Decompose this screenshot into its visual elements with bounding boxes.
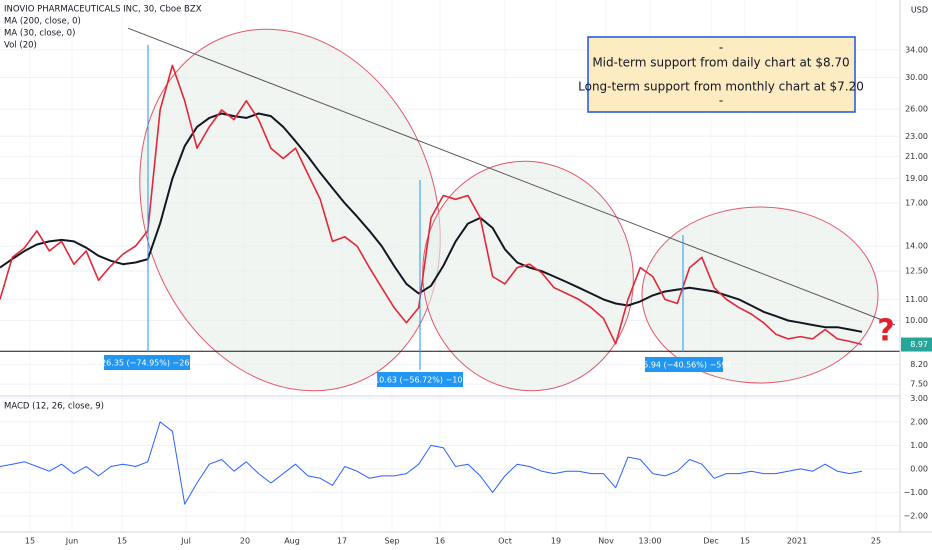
x-tick-label: 20 <box>240 537 250 546</box>
y-tick-label: −1.00 <box>903 488 928 497</box>
legend-entry: MA (200, close, 0) <box>4 17 81 27</box>
y-tick-label: 26.00 <box>905 105 928 114</box>
y-tick-label: 12.50 <box>905 267 928 276</box>
annotation-box <box>587 36 856 113</box>
measure-label: −26.35 (−74.95%) −2635 <box>94 359 199 368</box>
x-tick-label: 13:00 <box>638 537 661 546</box>
x-tick-label: Aug <box>284 537 300 546</box>
y-tick-label: 2.00 <box>910 417 928 426</box>
y-tick-label: 7.50 <box>910 380 928 389</box>
axis: 34.00 30.00 26.00 23.00 21.00 19.00 17.00 14.00… <box>25 45 932 546</box>
x-tick-label: 17 <box>337 537 347 546</box>
x-tick-label: Jun <box>65 537 79 546</box>
x-tick-label: 16 <box>435 537 445 546</box>
trendline <box>127 27 896 326</box>
x-tick-label: Oct <box>498 537 512 546</box>
last-price-label: 8.97 <box>910 340 928 349</box>
y-tick-label: 34.00 <box>905 45 928 54</box>
x-tick-label: 2021 <box>787 537 807 546</box>
x-tick-label: Sep <box>384 537 399 546</box>
x-tick-label: 19 <box>551 537 561 546</box>
y-tick-label: 10.00 <box>905 316 928 325</box>
chart-title: INOVIO PHARMACEUTICALS INC, 30, Cboe BZX <box>4 5 202 15</box>
annotation-line: Mid-term support from daily chart at $8.… <box>592 56 849 70</box>
y-tick-label: 17.00 <box>905 199 928 208</box>
plot <box>0 27 900 505</box>
x-tick-label: 15 <box>25 537 35 546</box>
x-tick-label: Jul <box>180 537 191 546</box>
line-series <box>0 112 863 333</box>
y-tick-label: 21.00 <box>905 152 928 161</box>
line-series <box>0 64 863 346</box>
annotation-line: Long-term support from monthly chart at … <box>578 80 864 94</box>
legend-entry: MA (30, close, 0) <box>4 29 75 39</box>
x-tick-label: 15 <box>740 537 750 546</box>
y-tick-label: 19.00 <box>905 174 928 183</box>
measure-label: −5.94 (−40.56%) −594 <box>636 361 731 370</box>
y-tick-label: 23.00 <box>905 132 928 141</box>
y-tick-label: 0.00 <box>910 464 928 473</box>
y-tick-label: 8.20 <box>910 360 928 369</box>
measure-box <box>645 357 723 372</box>
y-tick-label: 1.00 <box>910 441 928 450</box>
currency: USD <box>911 6 928 15</box>
annotation-line: - <box>719 41 723 55</box>
x-tick-label: Nov <box>598 537 614 546</box>
x-tick-label: 15 <box>117 537 127 546</box>
legend-entry: Vol (20) <box>4 41 37 51</box>
x-tick-label: 25 <box>871 537 881 546</box>
y-tick-label: 14.00 <box>905 242 928 251</box>
line-series <box>0 421 863 505</box>
measure-label: −10.63 (−56.72%) −1063 <box>367 376 472 385</box>
ellipse <box>641 206 879 384</box>
measure-box <box>377 372 463 387</box>
y-tick-label: −2.00 <box>903 511 928 520</box>
last-price-box <box>901 337 932 352</box>
y-tick-label: 30.00 <box>905 73 928 82</box>
annotation-line: - <box>719 94 723 108</box>
macd-title: MACD (12, 26, close, 9) <box>4 402 104 412</box>
y-tick-label: 3.00 <box>910 394 928 403</box>
y-tick-label: 11.00 <box>905 295 928 304</box>
x-tick-label: Dec <box>703 537 718 546</box>
ellipse <box>422 160 634 392</box>
question-mark: ? <box>877 314 894 349</box>
measure-box <box>104 355 190 370</box>
